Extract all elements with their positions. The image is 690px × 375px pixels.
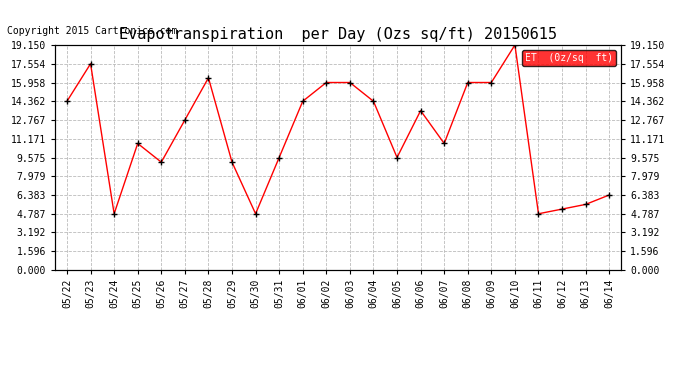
- Title: Evapotranspiration  per Day (Ozs sq/ft) 20150615: Evapotranspiration per Day (Ozs sq/ft) 2…: [119, 27, 557, 42]
- Text: Copyright 2015 Cartronics.com: Copyright 2015 Cartronics.com: [7, 26, 177, 36]
- Legend: ET  (0z/sq  ft): ET (0z/sq ft): [522, 50, 616, 66]
